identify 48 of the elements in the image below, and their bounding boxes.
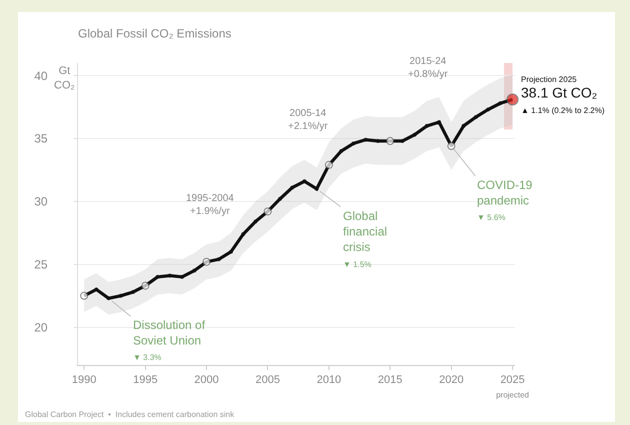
y-tick-label: 30: [34, 194, 48, 209]
x-tick-label: 1995: [133, 374, 158, 386]
y-tick-label: 35: [34, 132, 48, 146]
point: [424, 124, 429, 128]
point: [498, 101, 502, 106]
x-tick-label: 1990: [72, 374, 96, 386]
text: Global Carbon Project • Includes cement carbonation sink: [25, 410, 236, 419]
annotation: Dissolution of Soviet Union ▼ 3.3%: [133, 318, 206, 362]
point: [339, 149, 344, 154]
point: [290, 186, 294, 190]
point: [278, 196, 282, 201]
point: [253, 220, 258, 224]
x-tick-label: 2005: [255, 374, 280, 386]
point: [412, 132, 417, 137]
x-tick-label: 2010: [316, 374, 342, 386]
point: [156, 274, 160, 279]
y-tick-label: 25: [34, 258, 48, 272]
point: [486, 108, 490, 112]
point: [241, 232, 246, 236]
point: [94, 288, 98, 292]
x-tick-label: 2020: [439, 374, 464, 386]
point: [131, 290, 136, 294]
point: [216, 257, 221, 262]
point: [180, 274, 184, 279]
point: [168, 274, 172, 278]
point: [351, 142, 356, 146]
x-tick-label: 2015: [378, 374, 402, 386]
point: [229, 250, 234, 254]
annotation: Projection 2025 38.1 Gt CO₂ ▲ 1.1% (0.2% to 2.2%): [521, 75, 605, 116]
annotation: Global financial crisis ▼ 1.5%: [343, 209, 388, 269]
annotation: 2015-24 +0.8%/yr: [408, 56, 448, 80]
point: [118, 294, 123, 298]
y-tick-label: 20: [34, 320, 48, 334]
point: [376, 139, 380, 144]
point: [192, 268, 196, 273]
x-tick-label: 2000: [194, 374, 219, 386]
point: [364, 138, 368, 142]
point: [302, 179, 306, 184]
annotation: COVID-19 pandemic ▼ 5.6%: [477, 178, 533, 222]
point: [462, 124, 466, 128]
x-tick-label: 2025 projected: [496, 374, 530, 400]
y-tick-label: 40: [34, 68, 48, 83]
annotation: 1995-2004 +1.9%/yr: [186, 193, 234, 217]
point: [474, 115, 478, 120]
y-axis-title: Gt CO₂: [54, 65, 75, 92]
point: [106, 296, 111, 300]
chart-title: Global Fossil CO₂ Emissions: [78, 26, 232, 40]
annotation: 2005-14 +2.1%/yr: [288, 108, 328, 132]
